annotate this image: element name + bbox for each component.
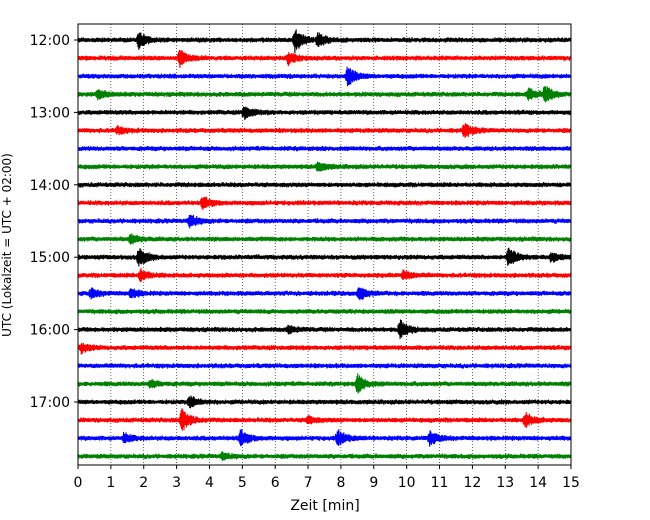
trace-15:30 (77, 287, 572, 301)
trace-14:45 (77, 233, 572, 245)
y-tick-label: 13:00 (30, 105, 70, 121)
trace-13:45 (77, 161, 572, 172)
plot-frame (77, 23, 572, 466)
trace-12:45 (77, 86, 572, 103)
x-tick-label: 6 (271, 475, 280, 491)
x-tick-label: 11 (431, 475, 449, 491)
trace-14:00 (77, 181, 572, 188)
y-tick-label: 15:00 (30, 250, 70, 266)
x-tick-label: 12 (463, 475, 481, 491)
trace-15:45 (77, 308, 572, 315)
trace-17:15 (77, 408, 572, 431)
trace-16:30 (77, 363, 572, 369)
x-tick-label: 4 (205, 475, 214, 491)
x-axis-label: Zeit [min] (290, 498, 359, 514)
y-tick-label: 14:00 (30, 178, 70, 194)
x-tick-label: 0 (74, 475, 83, 491)
trace-13:00 (77, 106, 572, 121)
trace-12:15 (77, 49, 572, 69)
x-tick-label: 14 (529, 475, 547, 491)
y-axis-label: UTC (Lokalzeit = UTC + 02:00) (0, 153, 14, 337)
x-tick-label: 3 (172, 475, 181, 491)
x-tick-label: 5 (238, 475, 247, 491)
x-tick-label: 7 (304, 475, 313, 491)
trace-12:30 (77, 66, 572, 87)
trace-12:00 (77, 29, 572, 54)
seismic-traces (77, 29, 572, 461)
trace-15:00 (77, 247, 572, 267)
trace-16:45 (77, 373, 572, 394)
trace-17:30 (77, 429, 572, 447)
trace-14:30 (77, 214, 572, 229)
trace-13:15 (77, 123, 572, 138)
y-tick-label: 17:00 (30, 395, 70, 411)
trace-17:45 (77, 451, 572, 461)
x-tick-label: 9 (369, 475, 378, 491)
x-tick-label: 2 (139, 475, 148, 491)
x-axis-ticks: 0 1 2 3 4 5 6 7 8 9 10 11 12 13 14 15 (74, 465, 580, 491)
x-tick-label: 1 (106, 475, 115, 491)
trace-13:30 (77, 145, 572, 152)
trace-16:15 (77, 342, 572, 355)
trace-14:15 (77, 196, 572, 210)
trace-16:00 (77, 319, 572, 340)
trace-17:00 (77, 395, 572, 409)
y-axis-ticks: 12:00 13:00 14:00 15:00 16:00 17:00 (30, 33, 78, 411)
x-tick-label: 8 (336, 475, 345, 491)
vertical-grid (110, 24, 539, 465)
x-tick-label: 10 (398, 475, 416, 491)
y-tick-label: 12:00 (30, 33, 70, 49)
trace-15:15 (77, 267, 572, 283)
x-tick-label: 15 (562, 475, 580, 491)
x-tick-label: 13 (496, 475, 514, 491)
y-tick-label: 16:00 (30, 323, 70, 339)
